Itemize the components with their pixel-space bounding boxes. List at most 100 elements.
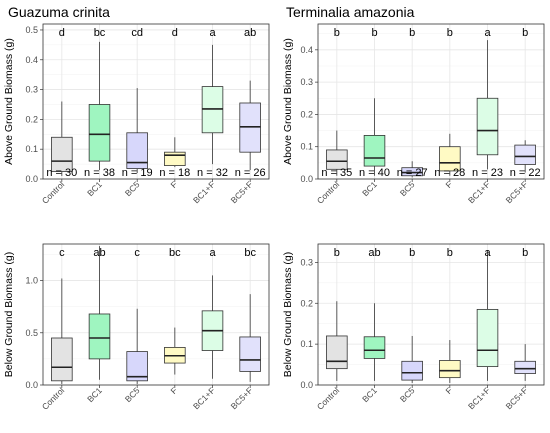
iqr-box bbox=[326, 335, 348, 370]
category-label: BC5 bbox=[398, 179, 417, 198]
category-label: Control bbox=[315, 385, 342, 412]
box-bc5 bbox=[401, 335, 423, 383]
category-label: BC5+F bbox=[504, 385, 530, 411]
iqr-box bbox=[126, 132, 148, 169]
panel-title: Guazuma crinita bbox=[8, 4, 110, 20]
sample-size-label: n = 28 bbox=[434, 167, 465, 179]
box-bc1 bbox=[363, 98, 386, 176]
category-label: BC5 bbox=[123, 179, 142, 198]
category-label: Control bbox=[40, 385, 67, 412]
plot-area bbox=[43, 24, 269, 179]
significance-letter: a bbox=[209, 247, 216, 259]
y-tick-label: 0.2 bbox=[300, 109, 313, 119]
box-f bbox=[164, 327, 186, 375]
significance-letter: bc bbox=[244, 247, 256, 259]
sample-size-label: n = 40 bbox=[359, 167, 390, 179]
y-tick-label: 0.0 bbox=[300, 174, 313, 184]
box-bc5-f bbox=[514, 140, 536, 173]
plot-area bbox=[318, 24, 544, 179]
iqr-box bbox=[514, 144, 536, 165]
significance-letter: a bbox=[484, 27, 491, 39]
significance-letter: c bbox=[59, 247, 65, 259]
significance-letter: c bbox=[134, 247, 140, 259]
sample-size-label: n = 32 bbox=[197, 167, 228, 179]
significance-letter: a bbox=[209, 27, 216, 39]
box-bc1 bbox=[363, 303, 386, 381]
box-bc1-f bbox=[476, 40, 499, 170]
iqr-box bbox=[51, 337, 73, 382]
sample-size-label: n = 18 bbox=[159, 167, 190, 179]
y-tick-label: 0.5 bbox=[25, 328, 38, 338]
iqr-box bbox=[476, 97, 499, 156]
significance-letter: ab bbox=[93, 247, 105, 259]
y-tick-label: 0.0 bbox=[25, 174, 38, 184]
box-bc5 bbox=[401, 161, 423, 178]
y-tick-label: 0.3 bbox=[300, 77, 313, 87]
iqr-box bbox=[326, 149, 348, 170]
box-bc5 bbox=[126, 88, 148, 174]
plot-area bbox=[43, 244, 269, 385]
box-bc5-f bbox=[239, 80, 261, 171]
y-tick-label: 0.5 bbox=[25, 25, 38, 35]
significance-letter: bc bbox=[94, 27, 106, 39]
significance-letter: b bbox=[522, 247, 528, 259]
y-tick-label: 0.4 bbox=[25, 55, 38, 65]
significance-letter: b bbox=[334, 27, 340, 39]
iqr-box bbox=[239, 336, 261, 372]
category-label: BC1 bbox=[360, 179, 379, 198]
y-tick-label: 0.0 bbox=[25, 380, 38, 390]
panel-2: b b b b a b n = 35 n = 40 n = 27 n = 28 n = 23 n = … bbox=[282, 4, 545, 206]
y-axis-title: Above Ground Biomass (g) bbox=[282, 38, 294, 165]
y-tick-label: 0.4 bbox=[300, 45, 313, 55]
significance-letter: d bbox=[59, 27, 65, 39]
iqr-box bbox=[514, 360, 536, 374]
significance-letter: ab bbox=[244, 27, 256, 39]
significance-letter: b bbox=[522, 27, 528, 39]
significance-letter: b bbox=[334, 247, 340, 259]
significance-letter: b bbox=[447, 247, 453, 259]
category-label: BC1 bbox=[360, 385, 379, 404]
box-control bbox=[326, 301, 348, 381]
y-tick-label: 0.2 bbox=[25, 114, 38, 124]
significance-letter: b bbox=[371, 27, 377, 39]
plot-area bbox=[318, 244, 544, 385]
y-tick-label: 0.3 bbox=[300, 257, 313, 267]
significance-letter: a bbox=[484, 247, 491, 259]
category-label: BC1+F bbox=[466, 179, 492, 205]
y-tick-label: 0.1 bbox=[25, 144, 38, 154]
y-tick-label: 0.1 bbox=[300, 339, 313, 349]
significance-letter: b bbox=[409, 247, 415, 259]
iqr-box bbox=[476, 308, 499, 368]
y-tick-label: 0.0 bbox=[300, 380, 313, 390]
y-tick-label: 0.2 bbox=[300, 298, 313, 308]
significance-letter: cd bbox=[131, 27, 143, 39]
iqr-box bbox=[401, 360, 423, 381]
box-bc5-f bbox=[239, 294, 261, 382]
category-label: Control bbox=[40, 179, 67, 206]
category-label: F bbox=[168, 179, 179, 190]
box-control bbox=[51, 101, 73, 177]
iqr-box bbox=[51, 136, 73, 172]
y-axis-title: Above Ground Biomass (g) bbox=[3, 38, 15, 165]
box-bc1-f bbox=[201, 44, 224, 165]
sample-size-label: n = 38 bbox=[84, 167, 115, 179]
y-axis-title: Below Ground Biomass (g) bbox=[282, 252, 294, 377]
sample-size-label: n = 23 bbox=[472, 167, 503, 179]
category-label: BC1 bbox=[85, 385, 104, 404]
box-bc1 bbox=[88, 41, 111, 171]
category-label: Control bbox=[315, 179, 342, 206]
significance-letter: ab bbox=[368, 247, 380, 259]
box-bc5-f bbox=[514, 344, 536, 381]
category-label: F bbox=[443, 179, 454, 190]
significance-letter: d bbox=[172, 27, 178, 39]
iqr-box bbox=[401, 167, 423, 177]
category-label: BC1+F bbox=[191, 179, 217, 205]
category-label: BC5+F bbox=[229, 385, 255, 411]
box-f bbox=[439, 340, 461, 383]
sample-size-label: n = 30 bbox=[46, 167, 77, 179]
panel-1: d bc cd d a ab n = 30 n = 38 n = 19 n = 18 n = 32 n… bbox=[3, 4, 270, 206]
category-label: BC5+F bbox=[229, 179, 255, 205]
plot-frame bbox=[42, 23, 270, 180]
